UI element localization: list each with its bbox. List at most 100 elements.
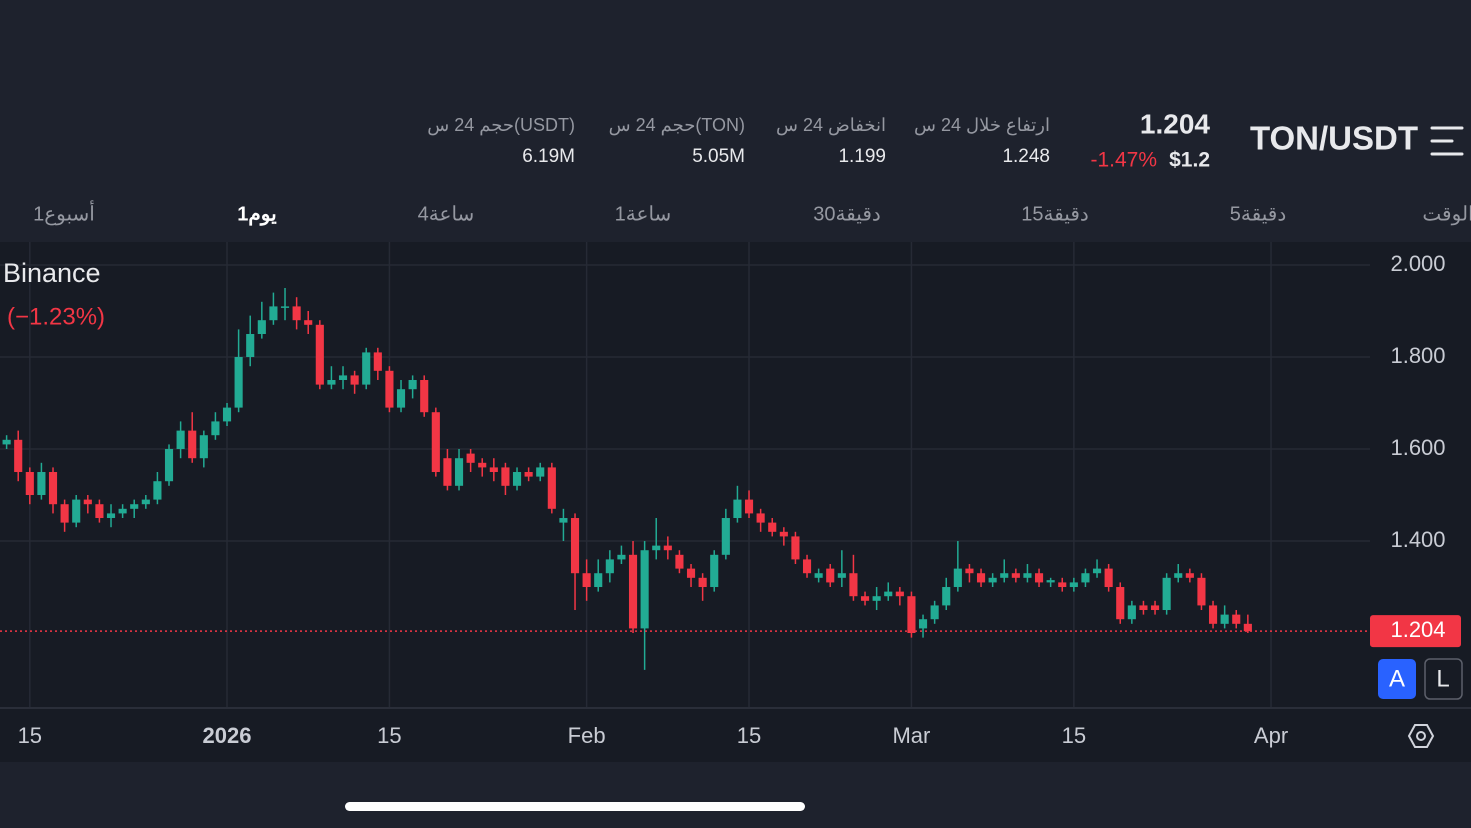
- stat-value: 1.199: [838, 146, 886, 167]
- candle-body: [350, 375, 359, 385]
- y-tick-label: 1.800: [1390, 343, 1445, 368]
- candle-body: [1232, 614, 1241, 624]
- candle-body: [1000, 573, 1009, 578]
- candle-body: [72, 499, 81, 523]
- candle-body: [675, 554, 684, 569]
- candle-body: [153, 481, 162, 500]
- y-tick-label: 1.400: [1390, 527, 1445, 552]
- stat-value: 1.248: [1002, 146, 1050, 167]
- candle-body: [246, 334, 255, 358]
- candle-body: [269, 306, 278, 321]
- interval-tab[interactable]: 1ساعة: [615, 203, 672, 225]
- candle-body: [663, 545, 672, 551]
- candle-body: [1127, 605, 1136, 620]
- candle-body: [1150, 605, 1160, 611]
- candle-body: [1220, 614, 1229, 624]
- candle-body: [524, 472, 533, 477]
- stat-value: 5.05M: [692, 146, 745, 167]
- x-tick-label: 15: [737, 723, 761, 748]
- candle-body: [454, 458, 464, 486]
- candle-body: [501, 467, 510, 486]
- exchange: Binance: [3, 258, 101, 288]
- candle-body: [1116, 587, 1125, 620]
- candle-body: [1058, 582, 1067, 588]
- log-button[interactable]: [1424, 658, 1463, 700]
- interval-tab[interactable]: 5دقيقة: [1230, 203, 1286, 225]
- candle-body: [814, 573, 823, 578]
- candle-body: [164, 449, 174, 482]
- candle-body: [849, 573, 858, 597]
- candle-body: [1185, 573, 1194, 578]
- candle-body: [536, 467, 545, 477]
- usd-price: $1.2: [1169, 149, 1210, 172]
- candle-body: [257, 320, 266, 335]
- candle-body: [60, 504, 69, 523]
- interval-tab[interactable]: 30دقيقة: [813, 203, 881, 225]
- x-tick-label: 15: [377, 723, 401, 748]
- candle-body: [1104, 568, 1113, 588]
- menu-icon[interactable]: [1430, 126, 1464, 156]
- candle-body: [779, 531, 788, 537]
- candle-body: [617, 554, 626, 560]
- candle-body: [744, 499, 754, 514]
- candle-body: [327, 380, 336, 385]
- candle-body: [918, 619, 928, 629]
- stat-label: انخفاض 24 س: [776, 115, 886, 136]
- candle-body: [176, 430, 185, 450]
- candle-body: [83, 499, 92, 505]
- candle-body: [988, 577, 997, 583]
- x-tick-label: 15: [18, 723, 42, 748]
- candle-body: [304, 320, 313, 325]
- candle-body: [1174, 573, 1183, 578]
- auto-button[interactable]: [1378, 659, 1416, 699]
- interval-tab[interactable]: 4ساعة: [418, 203, 475, 225]
- candle-body: [570, 518, 580, 574]
- settings-icon[interactable]: [1407, 724, 1435, 748]
- log-label[interactable]: L: [1436, 665, 1449, 692]
- candle-body: [2, 439, 11, 445]
- candle-body: [907, 596, 916, 634]
- candle-body: [1243, 623, 1252, 632]
- candle-body: [373, 352, 382, 371]
- candle-body: [628, 554, 638, 629]
- last-price-label: 1.204: [1390, 617, 1445, 642]
- candle-body: [1139, 605, 1148, 611]
- candle-body: [188, 430, 197, 459]
- candle-body: [141, 499, 150, 505]
- candle-body: [1197, 577, 1206, 606]
- candle-body: [14, 439, 23, 473]
- candle-body: [48, 472, 58, 505]
- candle-body: [605, 559, 614, 574]
- price: 1.204: [1140, 108, 1210, 139]
- candle-body: [396, 389, 406, 408]
- plot: [0, 242, 1370, 708]
- interval-tab[interactable]: 1أسبوع: [33, 199, 95, 225]
- interval-tab[interactable]: الوقت: [1422, 203, 1471, 225]
- candle-body: [547, 467, 556, 509]
- candle-body: [222, 407, 232, 422]
- candle-body: [234, 357, 243, 408]
- candle-body: [1046, 580, 1055, 583]
- candle-body: [895, 591, 904, 597]
- home-indicator: [345, 802, 805, 811]
- interval-tab[interactable]: 1يوم: [237, 203, 277, 226]
- candle-body: [431, 412, 440, 473]
- candle-body: [1011, 573, 1020, 578]
- interval-tab[interactable]: 15دقيقة: [1021, 203, 1089, 225]
- symbol[interactable]: TON/USDT: [1250, 120, 1418, 157]
- candle-body: [710, 554, 719, 588]
- x-tick-label: Mar: [892, 723, 930, 748]
- last-price-tag: [1370, 615, 1461, 648]
- candle-body: [826, 568, 835, 583]
- x-tick-label: 2026: [203, 723, 252, 748]
- candle-body: [953, 568, 962, 588]
- y-tick-label: 1.600: [1390, 435, 1445, 460]
- candle-body: [976, 573, 986, 583]
- candle-body: [362, 352, 371, 385]
- candle-body: [280, 306, 290, 308]
- candle-body: [37, 472, 46, 496]
- candle-body: [768, 522, 777, 532]
- auto-label[interactable]: A: [1389, 665, 1405, 692]
- candle-body: [884, 591, 893, 597]
